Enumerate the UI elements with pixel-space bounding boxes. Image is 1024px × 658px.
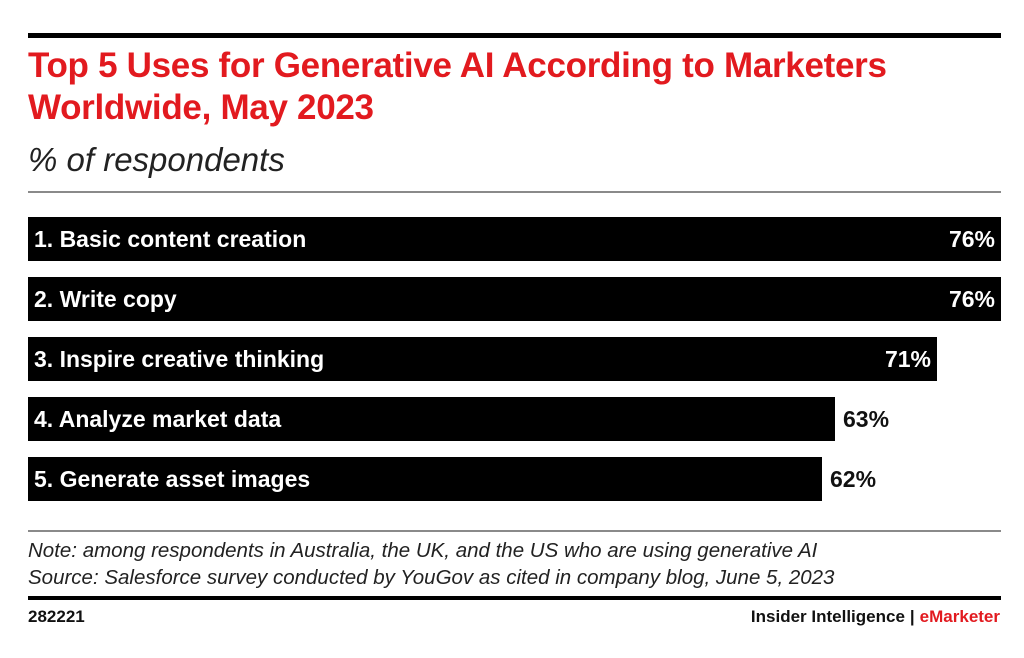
value-label-3: 71% — [885, 346, 931, 372]
source-text: Source: Salesforce survey conducted by Y… — [28, 566, 835, 589]
value-label-4: 63% — [843, 406, 889, 432]
bar-chart: 1. Basic content creation 76% 2. Write cop… — [28, 217, 1001, 501]
bar-1 — [28, 217, 1001, 261]
brand-primary: Insider Intelligence — [750, 607, 905, 626]
footer-divider — [28, 530, 1001, 532]
chart-subtitle: % of respondents — [28, 141, 285, 178]
bar-5 — [28, 457, 822, 501]
brand-secondary: eMarketer — [919, 607, 1000, 626]
bar-3 — [28, 337, 937, 381]
category-label-4: 4. Analyze market data — [34, 406, 281, 432]
top-rule — [28, 33, 1001, 38]
brand-separator: | — [909, 607, 915, 626]
footnote: Note: among respondents in Australia, th… — [28, 537, 834, 591]
header-divider — [28, 191, 1001, 193]
value-label-5: 62% — [830, 466, 876, 492]
category-label-5: 5. Generate asset images — [34, 466, 310, 492]
category-label-1: 1. Basic content creation — [34, 226, 306, 252]
note-text: Note: among respondents in Australia, th… — [28, 539, 818, 562]
chart-title: Top 5 Uses for Generative AI According t… — [28, 46, 887, 127]
bar-4 — [28, 397, 835, 441]
category-label-2: 2. Write copy — [34, 286, 177, 312]
bar-2 — [28, 277, 1001, 321]
bottom-rule — [28, 596, 1001, 600]
value-label-2: 76% — [949, 286, 995, 312]
category-label-3: 3. Inspire creative thinking — [34, 346, 324, 372]
value-label-1: 76% — [949, 226, 995, 252]
brand-credit: Insider Intelligence | eMarketer — [751, 607, 1000, 627]
chart-id: 282221 — [28, 607, 85, 626]
